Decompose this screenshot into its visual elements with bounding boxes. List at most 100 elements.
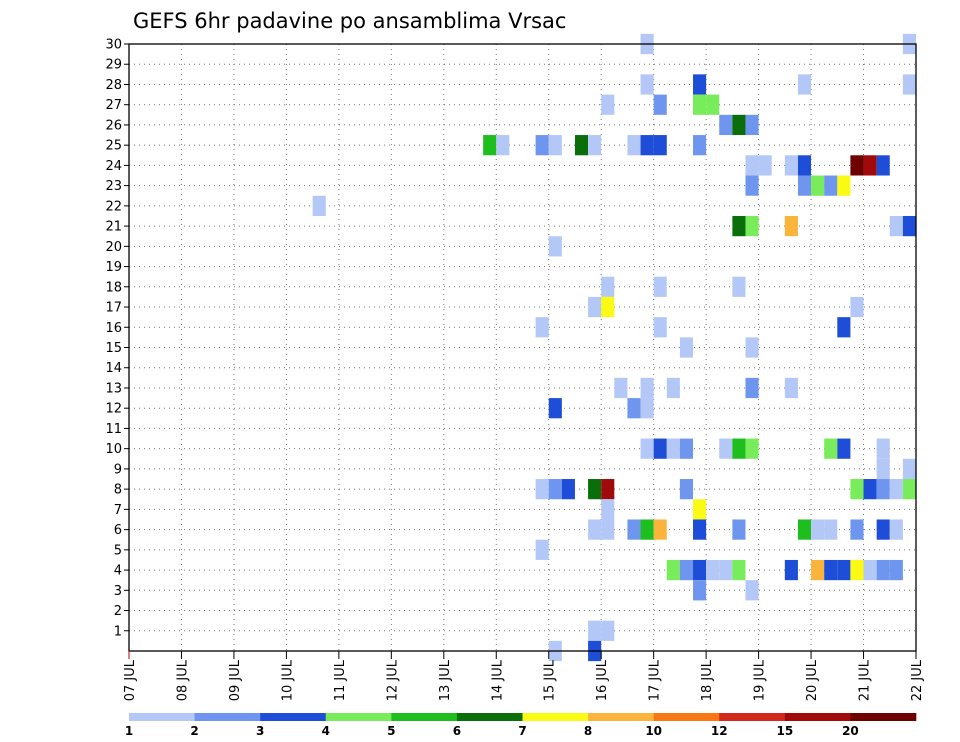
- precip-cell: [732, 438, 746, 459]
- x-tick-label: 17 JUL: [648, 659, 663, 701]
- precip-cell: [797, 519, 812, 540]
- precip-cell: [745, 155, 759, 176]
- colorbar-label: 7: [518, 724, 526, 738]
- precip-cell: [653, 317, 667, 338]
- precip-cell: [693, 135, 707, 156]
- colorbar-swatch: [260, 713, 327, 721]
- y-tick-label: 6: [114, 523, 122, 538]
- y-tick-label: 23: [105, 179, 122, 194]
- x-tick-label: 07 JUL: [123, 659, 138, 701]
- precip-cell: [811, 175, 825, 196]
- y-tick-label: 27: [105, 98, 122, 113]
- precip-cell: [693, 519, 707, 540]
- plot-frame: [128, 43, 917, 652]
- precip-cell: [902, 74, 916, 95]
- precip-cell: [889, 559, 903, 581]
- precip-cell: [824, 175, 838, 196]
- x-tick-label: 16 JUL: [595, 659, 610, 701]
- colorbar-swatch: [391, 713, 458, 721]
- precip-cell: [640, 74, 654, 95]
- colorbar-swatch: [653, 713, 720, 721]
- y-tick-label: 22: [105, 199, 122, 214]
- y-axis: 1234567891011121314151617181920212223242…: [105, 38, 129, 639]
- y-tick-label: 29: [105, 58, 122, 73]
- precip-cell: [588, 620, 602, 641]
- precip-cell: [679, 337, 694, 358]
- precip-cell: [745, 337, 759, 358]
- y-tick-label: 16: [105, 321, 122, 336]
- precip-cell: [640, 398, 654, 419]
- precip-cell: [640, 135, 654, 156]
- colorbar-label: 20: [842, 724, 859, 738]
- precip-cell: [679, 438, 694, 459]
- y-tick-label: 28: [105, 78, 122, 93]
- precip-cell: [548, 236, 562, 257]
- heatmap-cells: [312, 33, 916, 662]
- precip-cell: [811, 519, 825, 540]
- y-tick-label: 5: [114, 543, 122, 558]
- colorbar-label: 6: [453, 724, 461, 738]
- y-tick-label: 30: [105, 38, 122, 53]
- x-tick-label: 14 JUL: [490, 659, 505, 701]
- precip-cell: [889, 519, 903, 540]
- colorbar-swatch: [129, 713, 195, 721]
- precip-cell: [679, 559, 694, 581]
- precip-cell: [784, 559, 798, 581]
- y-tick-label: 1: [114, 624, 122, 639]
- precip-cell: [797, 155, 812, 176]
- precip-cell: [601, 519, 615, 540]
- precip-cell: [850, 155, 864, 176]
- grid: [129, 44, 916, 651]
- y-tick-label: 20: [105, 240, 122, 255]
- precip-cell: [706, 94, 720, 115]
- precip-cell: [706, 559, 720, 581]
- precip-cell: [666, 377, 680, 399]
- x-tick-label: 20 JUL: [805, 659, 820, 701]
- precip-cell: [312, 195, 326, 216]
- precip-cell: [601, 94, 615, 115]
- colorbar-label: 3: [256, 724, 264, 738]
- x-tick-label: 18 JUL: [700, 659, 715, 701]
- precip-cell: [863, 479, 877, 500]
- precip-cell: [876, 559, 890, 581]
- precip-cell: [732, 276, 746, 297]
- precip-cell: [535, 539, 549, 560]
- x-tick-label: 10 JUL: [280, 659, 295, 701]
- precip-cell: [745, 580, 759, 601]
- colorbar-label: 1: [125, 724, 133, 738]
- colorbar-label: 15: [776, 724, 793, 738]
- precip-cell: [902, 458, 916, 480]
- precip-cell: [548, 398, 562, 419]
- precip-cell: [732, 559, 746, 581]
- x-axis: 07 JUL 08 JUL 09 JUL 10 JUL 11 JUL 12 JUL 13 J…: [123, 651, 925, 701]
- precip-cell: [719, 559, 733, 581]
- y-tick-label: 26: [105, 118, 122, 133]
- precip-cell: [732, 519, 746, 540]
- precip-cell: [627, 519, 641, 540]
- precip-cell: [824, 519, 838, 540]
- precip-cell: [837, 559, 851, 581]
- precip-cell: [693, 94, 707, 115]
- precip-cell: [745, 438, 759, 459]
- precip-cell: [876, 155, 890, 176]
- precip-cell: [824, 438, 838, 459]
- y-tick-label: 17: [105, 301, 122, 316]
- precip-cell: [876, 519, 890, 540]
- y-tick-label: 12: [105, 402, 122, 417]
- precip-cell: [535, 317, 549, 338]
- precip-cell: [653, 135, 667, 156]
- precip-cell: [876, 438, 890, 459]
- colorbar-legend: 1 2 3 4 5 6 7 8 10 12 15 20: [125, 713, 917, 738]
- y-tick-label: 2: [114, 604, 122, 619]
- precip-cell: [719, 438, 733, 459]
- precip-cell: [601, 276, 615, 297]
- precip-cell: [850, 296, 864, 318]
- precip-cell: [784, 215, 798, 237]
- y-tick-label: 14: [105, 361, 122, 376]
- precip-cell: [850, 519, 864, 540]
- precip-cell: [797, 74, 812, 95]
- precip-cell: [561, 479, 575, 500]
- precip-cell: [876, 458, 890, 480]
- precip-cell: [588, 135, 602, 156]
